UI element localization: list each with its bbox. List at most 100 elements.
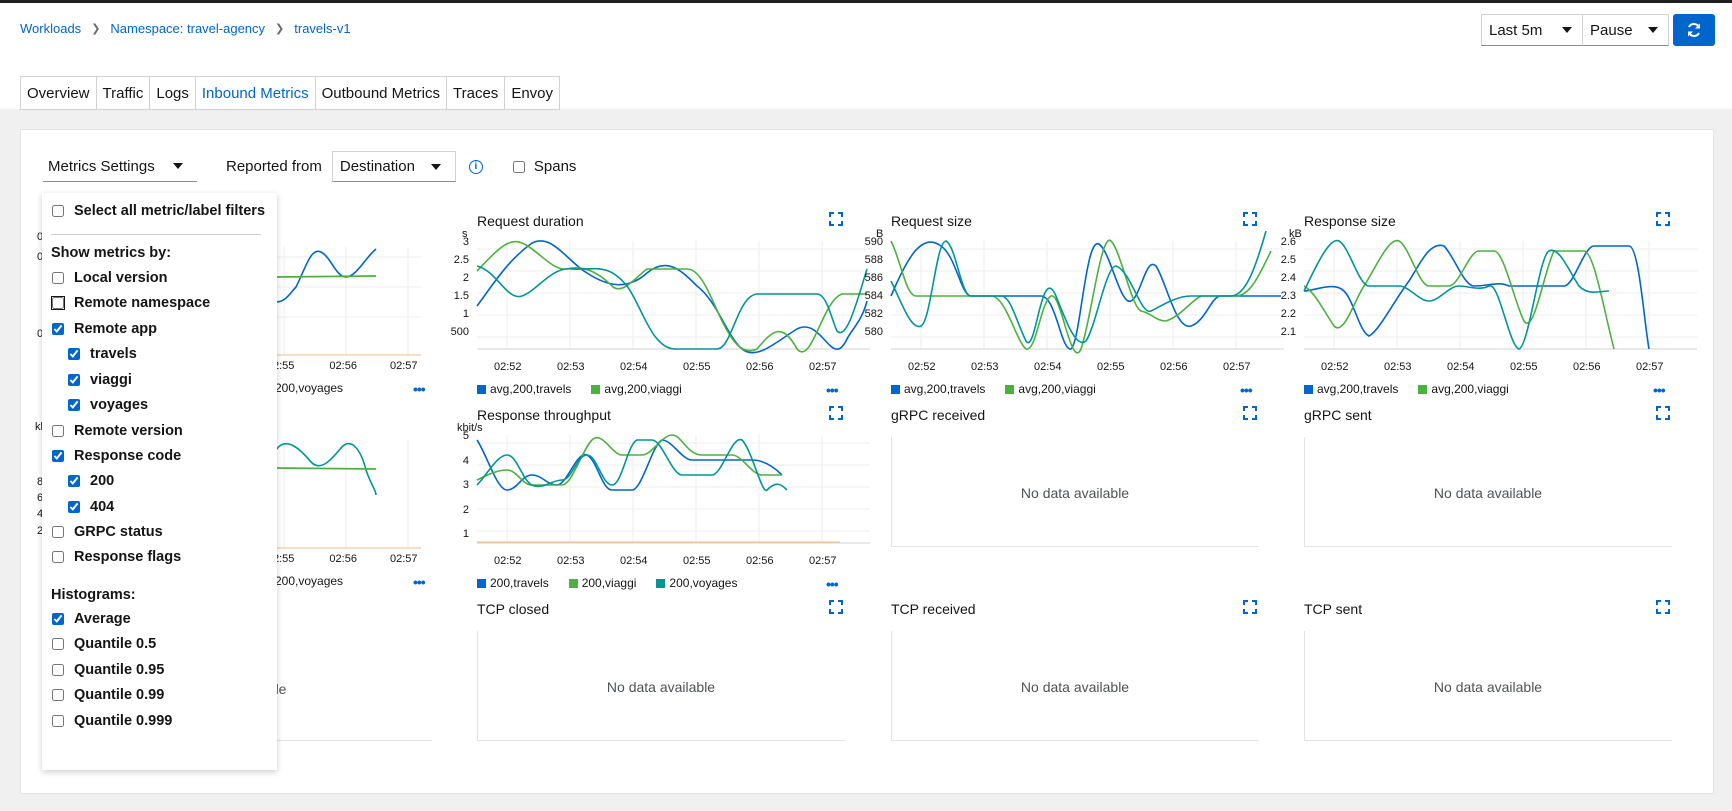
remote-app-option[interactable]: Remote app <box>52 321 157 337</box>
app-travels-option[interactable]: travels <box>68 346 137 362</box>
response-flags-option[interactable]: Response flags <box>52 549 181 565</box>
quantile-05-checkbox[interactable] <box>52 638 64 650</box>
request_size-plot <box>890 230 1284 354</box>
series-travels <box>476 240 868 354</box>
series-voyages <box>890 230 1267 344</box>
more-options-icon[interactable]: ••• <box>413 574 426 590</box>
expand-icon[interactable] <box>1656 212 1670 226</box>
x-tick-label: 02:52 <box>908 361 936 373</box>
quantile-0999-checkbox[interactable] <box>52 715 64 727</box>
legend-item[interactable]: avg,200,viaggi <box>1418 382 1509 396</box>
more-options-icon[interactable]: ••• <box>413 381 426 397</box>
info-icon[interactable]: i <box>468 159 483 174</box>
remote-namespace-option[interactable]: Remote namespace <box>51 295 210 311</box>
tick-label: 2:55 <box>273 553 295 565</box>
more-options-icon[interactable]: ••• <box>826 576 839 592</box>
legend-item[interactable]: avg,200,viaggi <box>591 382 682 396</box>
expand-icon[interactable] <box>1243 600 1257 614</box>
legend-item[interactable]: 200,viaggi <box>568 576 636 590</box>
response-code-checkbox[interactable] <box>52 450 64 462</box>
refresh-interval-select[interactable]: Pause <box>1582 14 1669 46</box>
reported-from-select[interactable]: Destination <box>331 151 456 182</box>
expand-icon[interactable] <box>1243 212 1257 226</box>
local-version-option[interactable]: Local version <box>52 270 167 286</box>
show-metrics-by-heading: Show metrics by: <box>51 245 172 261</box>
more-options-icon[interactable]: ••• <box>1240 382 1253 398</box>
response-flags-checkbox[interactable] <box>52 551 64 563</box>
request_duration-plot <box>476 240 870 354</box>
legend-swatch <box>568 578 578 588</box>
grpc-status-checkbox[interactable] <box>52 526 64 538</box>
breadcrumb-workload[interactable]: travels-v1 <box>294 21 351 36</box>
expand-icon[interactable] <box>829 600 843 614</box>
tab-traces[interactable]: Traces <box>446 76 506 110</box>
legend-item[interactable]: avg,200,travels <box>477 382 571 396</box>
x-tick-label: 02:54 <box>620 555 648 567</box>
remote-version-checkbox[interactable] <box>52 425 64 437</box>
quantile-05-option[interactable]: Quantile 0.5 <box>52 636 156 652</box>
tab-traffic[interactable]: Traffic <box>95 76 151 110</box>
tab-inbound-metrics[interactable]: Inbound Metrics <box>194 76 316 110</box>
remote-app-checkbox[interactable] <box>52 323 64 335</box>
tab-outbound-metrics[interactable]: Outbound Metrics <box>314 76 448 110</box>
select-all-label: Select all metric/label filters <box>74 203 266 219</box>
series-viaggi <box>890 239 1272 354</box>
spans-toggle[interactable]: Spans <box>512 158 576 175</box>
metrics-settings-toggle[interactable]: Metrics Settings <box>43 151 197 182</box>
x-tick-label: 02:57 <box>809 361 837 373</box>
legend-item[interactable]: avg,200,viaggi <box>1005 382 1096 396</box>
legend-item[interactable]: 200,voyages <box>656 576 737 590</box>
app-voyages-option[interactable]: voyages <box>68 397 148 413</box>
quantile-095-checkbox[interactable] <box>52 664 64 676</box>
code-200-checkbox[interactable] <box>68 475 80 487</box>
quantile-0999-option[interactable]: Quantile 0.999 <box>52 713 172 729</box>
refresh-icon <box>1688 23 1700 37</box>
legend-item[interactable]: 200,travels <box>477 576 549 590</box>
refresh-button[interactable] <box>1673 14 1715 46</box>
more-options-icon[interactable]: ••• <box>1653 382 1666 398</box>
tab-envoy[interactable]: Envoy <box>504 76 561 110</box>
local-version-checkbox[interactable] <box>52 272 64 284</box>
code-200-option[interactable]: 200 <box>68 473 114 489</box>
tick-label: 02:57 <box>389 360 418 372</box>
interval-select[interactable]: Last 5m <box>1481 14 1583 46</box>
x-tick-label: 02:54 <box>1034 361 1062 373</box>
app-voyages-checkbox[interactable] <box>68 399 80 411</box>
average-checkbox[interactable] <box>52 613 64 625</box>
app-travels-checkbox[interactable] <box>68 348 80 360</box>
remote-version-option[interactable]: Remote version <box>52 423 183 439</box>
expand-icon[interactable] <box>1656 406 1670 420</box>
x-tick-label: 02:53 <box>971 361 999 373</box>
spans-checkbox[interactable] <box>512 160 525 173</box>
grpc-status-option[interactable]: GRPC status <box>52 524 163 540</box>
quantile-095-option[interactable]: Quantile 0.95 <box>52 662 164 678</box>
select-all-checkbox[interactable] <box>52 205 64 217</box>
more-options-icon[interactable]: ••• <box>826 382 839 398</box>
series-travels <box>1303 244 1650 350</box>
breadcrumb-workloads[interactable]: Workloads <box>20 21 82 36</box>
y-tick-label: 2.3 <box>1280 290 1296 302</box>
response-code-option[interactable]: Response code <box>52 448 181 464</box>
expand-icon[interactable] <box>1243 406 1257 420</box>
expand-icon[interactable] <box>1656 600 1670 614</box>
quantile-099-option[interactable]: Quantile 0.99 <box>52 687 164 703</box>
grpc-received-title: gRPC received <box>891 407 986 423</box>
tick-label: 2:55 <box>273 360 295 372</box>
app-viaggi-checkbox[interactable] <box>68 374 80 386</box>
expand-icon[interactable] <box>829 406 843 420</box>
quantile-099-checkbox[interactable] <box>52 689 64 701</box>
remote-namespace-checkbox[interactable] <box>51 296 65 310</box>
y-tick-label: 2.5 <box>453 254 469 266</box>
legend-item[interactable]: avg,200,travels <box>1304 382 1398 396</box>
average-option[interactable]: Average <box>52 611 131 627</box>
select-all-filters[interactable]: Select all metric/label filters <box>52 203 265 219</box>
legend-item[interactable]: avg,200,travels <box>891 382 985 396</box>
code-404-option[interactable]: 404 <box>68 499 114 515</box>
tab-overview[interactable]: Overview <box>20 76 97 110</box>
expand-icon[interactable] <box>829 212 843 226</box>
breadcrumb-namespace[interactable]: Namespace: travel-agency <box>110 21 266 36</box>
app-viaggi-option[interactable]: viaggi <box>68 372 132 388</box>
code-404-checkbox[interactable] <box>68 501 80 513</box>
tab-logs[interactable]: Logs <box>149 76 196 110</box>
x-tick-label: 02:52 <box>494 361 522 373</box>
